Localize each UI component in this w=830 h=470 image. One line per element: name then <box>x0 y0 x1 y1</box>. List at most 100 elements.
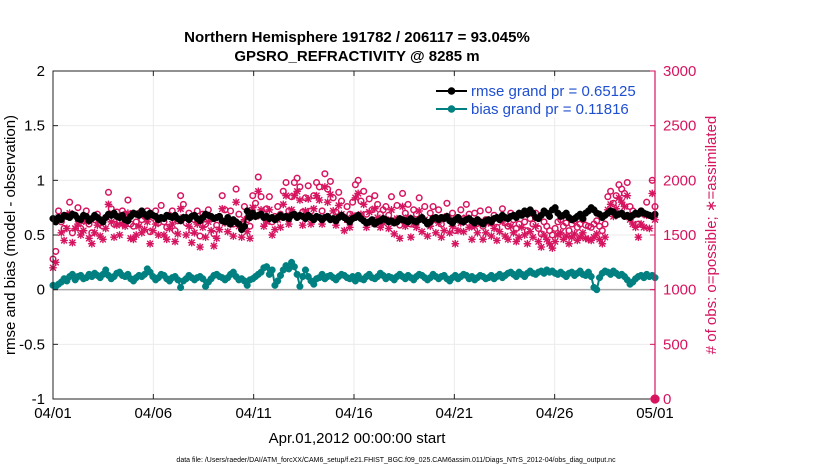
assimilated-obs-marker <box>640 223 648 232</box>
possible-obs-marker <box>551 224 559 232</box>
possible-obs-marker <box>104 188 113 196</box>
possible-obs-marker <box>179 200 187 208</box>
assimilated-obs-marker <box>218 204 227 213</box>
possible-obs-marker <box>401 209 409 217</box>
possible-obs-marker <box>318 207 326 215</box>
assimilated-obs-marker <box>173 230 182 238</box>
possible-obs-marker <box>251 199 260 207</box>
assimilated-obs-marker <box>232 198 240 207</box>
possible-obs-marker <box>293 174 301 182</box>
assimilated-obs-marker <box>479 235 487 244</box>
possible-obs-marker <box>643 198 651 206</box>
assimilated-obs-marker <box>148 226 157 235</box>
assimilated-obs-marker <box>520 231 529 239</box>
assimilated-obs-marker <box>79 226 88 235</box>
assimilated-obs-marker <box>201 233 210 242</box>
possible-obs-marker <box>265 193 273 201</box>
bias-point <box>263 263 271 271</box>
possible-obs-marker <box>177 192 185 200</box>
assimilated-obs-marker <box>631 223 640 232</box>
assimilated-obs-marker <box>107 217 116 226</box>
assimilated-obs-marker <box>492 236 501 245</box>
assimilated-obs-marker <box>565 239 573 248</box>
assimilated-obs-marker <box>99 235 107 244</box>
assimilated-obs-marker <box>359 200 368 209</box>
possible-obs-marker <box>66 198 74 206</box>
possible-obs-marker <box>484 206 493 214</box>
assimilated-obs-marker <box>542 235 551 244</box>
data-file-note: data file: /Users/raeder/DAI/ATM_forcXX/… <box>176 457 616 464</box>
assimilated-obs-marker <box>268 231 277 239</box>
assimilated-obs-marker <box>279 200 288 209</box>
possible-obs-marker <box>282 178 290 187</box>
assimilated-obs-marker <box>490 224 498 233</box>
y2-tick-label: 2500 <box>663 118 696 135</box>
assimilated-obs-marker <box>556 228 565 237</box>
assimilated-obs-marker <box>309 204 318 213</box>
x-tick-label: 05/01 <box>636 405 674 422</box>
assimilated-obs-marker <box>395 234 404 243</box>
bias-point <box>177 283 185 292</box>
assimilated-obs-marker <box>445 228 454 237</box>
y2-axis-label: # of obs: o=possible; ∗=assimilated <box>703 116 720 355</box>
assimilated-obs-marker <box>578 228 587 237</box>
possible-obs-marker <box>374 200 382 208</box>
assimilated-obs-marker <box>340 226 349 235</box>
assimilated-obs-marker <box>304 195 313 203</box>
y-tick-label: -0.5 <box>19 336 45 353</box>
assimilated-obs-marker <box>271 225 279 234</box>
possible-obs-marker <box>196 232 204 240</box>
assimilated-obs-marker <box>562 232 571 240</box>
assimilated-obs-marker <box>265 205 274 214</box>
assimilated-obs-marker <box>60 236 68 245</box>
possible-obs-marker <box>235 210 243 218</box>
assimilated-obs-marker <box>601 233 609 242</box>
possible-obs-marker <box>365 195 373 203</box>
assimilated-obs-marker <box>248 203 257 212</box>
bias-legend-label: bias grand pr = 0.11816 <box>471 101 629 118</box>
assimilated-obs-marker <box>162 235 171 244</box>
y2-tick-label: 0 <box>663 391 671 408</box>
chart-title: Northern Hemisphere 191782 / 206117 = 93… <box>184 29 530 46</box>
assimilated-obs-marker <box>570 230 579 238</box>
possible-obs-marker <box>607 187 615 195</box>
x-tick-label: 04/06 <box>135 405 173 422</box>
assimilated-obs-marker <box>212 234 221 243</box>
assimilated-obs-marker <box>415 207 424 215</box>
possible-obs-marker <box>623 178 631 187</box>
assimilated-obs-marker <box>351 193 360 202</box>
x-tick-label: 04/16 <box>335 405 373 422</box>
rmse-point <box>240 222 248 230</box>
possible-obs-marker <box>593 217 601 225</box>
x-tick-label: 04/11 <box>235 405 271 422</box>
assimilated-obs-marker <box>187 238 196 247</box>
bias-point <box>199 275 207 283</box>
assimilated-obs-marker <box>282 191 290 200</box>
possible-obs-marker <box>337 197 346 205</box>
assimilated-obs-marker <box>326 190 335 199</box>
assimilated-obs-marker <box>254 187 263 196</box>
assimilated-obs-marker <box>615 193 623 202</box>
assimilated-obs-marker <box>370 204 379 213</box>
possible-obs-marker <box>393 201 401 210</box>
assimilated-obs-marker <box>504 235 512 244</box>
possible-obs-marker <box>226 207 235 215</box>
chart-subtitle: GPSRO_REFRACTIVITY @ 8285 m <box>234 48 479 65</box>
possible-obs-marker <box>387 193 396 201</box>
assimilated-obs-marker <box>595 235 604 244</box>
assimilated-obs-marker <box>259 222 268 231</box>
possible-obs-marker <box>335 188 343 196</box>
assimilated-obs-marker <box>115 231 124 239</box>
assimilated-obs-marker <box>190 228 199 237</box>
assimilated-obs-marker <box>481 228 490 237</box>
assimilated-obs-marker <box>423 232 432 240</box>
possible-obs-marker <box>421 203 429 211</box>
assimilated-obs-marker <box>623 191 632 200</box>
x-axis-label: Apr.01,2012 00:00:00 start <box>269 430 447 447</box>
assimilated-obs-marker <box>204 217 213 226</box>
assimilated-obs-marker <box>243 227 252 236</box>
possible-obs-marker <box>443 199 451 207</box>
